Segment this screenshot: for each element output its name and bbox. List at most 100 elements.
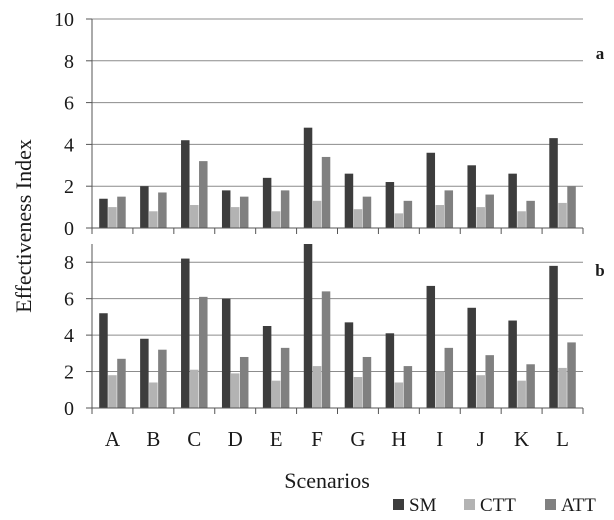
category-label-h: H bbox=[391, 427, 406, 451]
bar-sm-g bbox=[344, 173, 354, 228]
category-label-l: L bbox=[556, 427, 569, 451]
bar-ctt-d bbox=[230, 373, 240, 408]
bar-sm-e bbox=[262, 326, 272, 408]
bar-sm-f bbox=[303, 127, 313, 228]
bar-sm-j bbox=[467, 165, 476, 228]
bar-sm-h bbox=[385, 182, 395, 228]
bar-att-a bbox=[117, 196, 126, 228]
bar-att-b bbox=[158, 192, 167, 228]
y-tick-label: 6 bbox=[64, 289, 74, 311]
bar-att-g bbox=[362, 356, 372, 408]
bar-att-h bbox=[403, 200, 413, 228]
bar-att-k bbox=[526, 200, 535, 228]
bar-ctt-a bbox=[108, 375, 117, 408]
bar-att-e bbox=[280, 347, 290, 408]
tick-labels: 0 2 4 6 8 10 0 2 4 6 8 bbox=[54, 9, 74, 420]
bar-att-i bbox=[444, 190, 454, 228]
bar-ctt-g bbox=[353, 377, 363, 408]
bar-ctt-a bbox=[108, 207, 117, 228]
bar-att-d bbox=[239, 196, 249, 228]
bar-ctt-k bbox=[517, 211, 526, 228]
category-label-g: G bbox=[350, 427, 365, 451]
bar-ctt-d bbox=[230, 207, 240, 228]
bar-ctt-j bbox=[476, 375, 485, 408]
category-label-k: K bbox=[514, 427, 529, 451]
y-tick-label: 10 bbox=[54, 9, 74, 31]
y-tick-label: 6 bbox=[64, 93, 74, 115]
bars bbox=[99, 127, 576, 408]
bar-sm-c bbox=[181, 140, 190, 228]
y-tick-label: 4 bbox=[64, 134, 74, 156]
bar-sm-l bbox=[549, 265, 558, 408]
bar-sm-e bbox=[262, 177, 272, 228]
bar-att-f bbox=[321, 291, 331, 408]
bar-sm-d bbox=[221, 190, 231, 228]
bar-att-h bbox=[403, 366, 413, 408]
bar-sm-j bbox=[467, 307, 476, 408]
category-label-f: F bbox=[311, 427, 323, 451]
bar-sm-l bbox=[549, 138, 558, 228]
category-label-a: A bbox=[105, 427, 121, 451]
bar-sm-b bbox=[140, 186, 149, 228]
y-tick-label: 0 bbox=[64, 398, 74, 420]
bar-att-l bbox=[567, 342, 576, 408]
bar-att-f bbox=[321, 156, 331, 228]
bar-ctt-c bbox=[190, 205, 199, 228]
bar-sm-a bbox=[99, 313, 108, 408]
bar-att-l bbox=[567, 186, 576, 228]
panel-label-b: b bbox=[595, 261, 604, 280]
y-tick-label: 0 bbox=[64, 218, 74, 240]
bar-att-k bbox=[526, 364, 535, 408]
x-axis-title: Scenarios bbox=[284, 468, 370, 493]
bar-ctt-g bbox=[353, 209, 363, 228]
legend-label-att: ATT bbox=[561, 495, 596, 516]
bar-ctt-b bbox=[149, 211, 158, 228]
category-label-j: J bbox=[477, 427, 485, 451]
y-tick-label: 4 bbox=[64, 325, 74, 347]
axes bbox=[86, 18, 584, 414]
bar-ctt-i bbox=[435, 205, 445, 228]
y-tick-label: 8 bbox=[64, 252, 74, 274]
bar-ctt-c bbox=[190, 369, 199, 408]
bar-sm-d bbox=[221, 298, 231, 408]
panel-label-a: a bbox=[596, 44, 605, 63]
bar-att-j bbox=[485, 194, 494, 228]
bar-ctt-e bbox=[271, 380, 281, 408]
bar-sm-i bbox=[426, 152, 436, 228]
bar-ctt-i bbox=[435, 371, 445, 408]
bar-sm-b bbox=[140, 338, 149, 408]
legend-swatch-sm bbox=[393, 499, 404, 510]
bar-ctt-h bbox=[394, 213, 404, 228]
category-label-b: B bbox=[146, 427, 160, 451]
bar-att-j bbox=[485, 355, 494, 408]
bar-ctt-f bbox=[312, 366, 322, 408]
y-tick-label: 2 bbox=[64, 362, 74, 384]
y-tick-label: 8 bbox=[64, 51, 74, 73]
bar-ctt-l bbox=[558, 202, 567, 228]
legend-label-sm: SM bbox=[409, 495, 437, 516]
legend-swatch-ctt bbox=[464, 499, 475, 510]
category-label-c: C bbox=[187, 427, 201, 451]
bar-sm-i bbox=[426, 285, 436, 408]
bar-att-i bbox=[444, 347, 454, 408]
bar-ctt-l bbox=[558, 367, 567, 408]
bar-att-b bbox=[158, 349, 167, 408]
bar-sm-c bbox=[181, 258, 190, 408]
bar-sm-k bbox=[508, 320, 517, 408]
category-label-d: D bbox=[228, 427, 243, 451]
bar-ctt-b bbox=[149, 382, 158, 408]
bar-ctt-h bbox=[394, 382, 404, 408]
y-tick-label: 2 bbox=[64, 176, 74, 198]
y-axis-title: Effectiveness Index bbox=[11, 139, 36, 313]
bar-sm-k bbox=[508, 173, 517, 228]
bar-att-g bbox=[362, 196, 372, 228]
legend-label-ctt: CTT bbox=[480, 495, 516, 516]
bar-ctt-e bbox=[271, 211, 281, 228]
gridlines bbox=[92, 18, 583, 373]
bar-ctt-k bbox=[517, 380, 526, 408]
legend: SM CTT ATT bbox=[393, 495, 596, 516]
bar-att-e bbox=[280, 190, 290, 228]
category-label-i: I bbox=[436, 427, 443, 451]
bar-att-c bbox=[199, 296, 208, 408]
